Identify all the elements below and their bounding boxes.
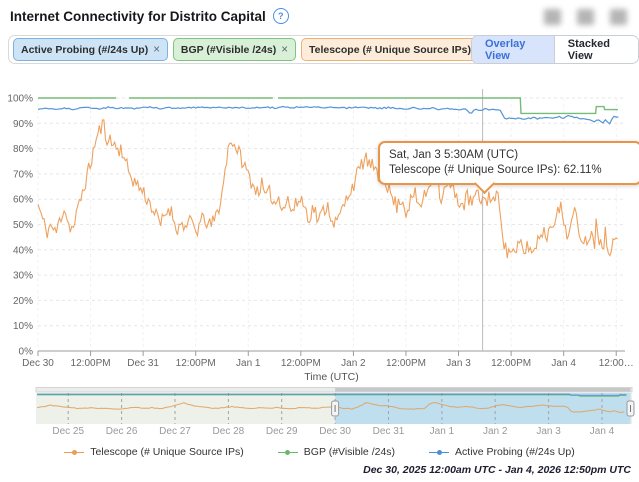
svg-text:0%: 0% <box>19 347 34 358</box>
tooltip-value: Telescope (# Unique Source IPs): 62.11% <box>389 164 602 176</box>
signal-select-box[interactable]: Active Probing (#/24s Up) × BGP (#Visibl… <box>8 35 508 64</box>
legend-item-bgp[interactable]: BGP (#Visible /24s) <box>277 446 396 458</box>
help-icon[interactable]: ? <box>272 8 289 24</box>
svg-text:Dec 25: Dec 25 <box>52 426 84 437</box>
svg-text:Dec 31: Dec 31 <box>373 426 405 437</box>
window-controls-redacted <box>544 9 627 25</box>
chip-remove-icon[interactable]: × <box>281 43 288 56</box>
svg-text:Dec 28: Dec 28 <box>213 426 245 437</box>
svg-text:90%: 90% <box>13 119 33 130</box>
header: Internet Connectivity for Distrito Capit… <box>10 8 289 24</box>
svg-text:12:00PM: 12:00PM <box>281 358 321 369</box>
chip-bgp[interactable]: BGP (#Visible /24s) × <box>172 38 296 61</box>
svg-text:12:00PM: 12:00PM <box>491 358 531 369</box>
chip-remove-icon[interactable]: × <box>153 43 160 56</box>
svg-text:12:00PM: 12:00PM <box>386 358 426 369</box>
svg-text:Jan 4: Jan 4 <box>551 358 576 369</box>
range-navigator[interactable]: Dec 25 Dec 26 Dec 27 Dec 28 Dec 29 Dec 30 Dec … <box>0 386 639 444</box>
chip-telescope[interactable]: Telescope (# Unique Source IPs) × <box>300 38 491 61</box>
svg-text:20%: 20% <box>13 296 33 307</box>
svg-text:40%: 40% <box>13 245 33 256</box>
svg-text:Dec 27: Dec 27 <box>159 426 191 437</box>
legend-item-telescope[interactable]: Telescope (# Unique Source IPs) <box>64 446 244 458</box>
svg-text:Jan 4: Jan 4 <box>590 426 615 437</box>
legend-marker-icon <box>277 449 298 456</box>
svg-text:10%: 10% <box>13 321 33 332</box>
main-chart[interactable]: 0% 10% 20% 30% 40% 50% 60% 70% 80% 90% 100% Dec 30 1… <box>0 70 639 392</box>
legend-marker-icon <box>64 449 85 456</box>
navigator-svg[interactable]: Dec 25 Dec 26 Dec 27 Dec 28 Dec 29 Dec 30 Dec … <box>0 386 639 444</box>
svg-text:Dec 26: Dec 26 <box>106 426 138 437</box>
svg-text:Dec 30: Dec 30 <box>319 426 351 437</box>
svg-text:30%: 30% <box>13 271 33 282</box>
chip-label: Active Probing (#/24s Up) <box>21 43 149 56</box>
svg-text:Jan 1: Jan 1 <box>430 426 455 437</box>
legend-item-active-probing[interactable]: Active Probing (#/24s Up) <box>429 446 575 458</box>
legend-label: Telescope (# Unique Source IPs) <box>90 446 244 458</box>
chip-label: BGP (#Visible /24s) <box>180 43 277 56</box>
svg-text:70%: 70% <box>13 169 33 180</box>
svg-text:Jan 2: Jan 2 <box>341 358 366 369</box>
svg-text:Jan 1: Jan 1 <box>236 358 261 369</box>
time-range-label: Dec 30, 2025 12:00am UTC - Jan 4, 2026 1… <box>363 464 631 476</box>
svg-text:80%: 80% <box>13 144 33 155</box>
svg-text:12:00…: 12:00… <box>599 358 634 369</box>
redacted-icon <box>610 9 627 25</box>
redacted-icon <box>544 9 561 25</box>
chip-label: Telescope (# Unique Source IPs) <box>308 43 471 56</box>
svg-text:12:00PM: 12:00PM <box>176 358 216 369</box>
legend-marker-icon <box>429 449 450 456</box>
svg-text:50%: 50% <box>13 220 33 231</box>
svg-text:60%: 60% <box>13 195 33 206</box>
svg-text:Jan 3: Jan 3 <box>446 358 471 369</box>
legend: Telescope (# Unique Source IPs) BGP (#Vi… <box>0 446 639 458</box>
page-title: Internet Connectivity for Distrito Capit… <box>10 8 266 24</box>
view-toggle: Overlay View Stacked View <box>471 35 639 64</box>
legend-label: BGP (#Visible /24s) <box>303 446 396 458</box>
stacked-view-button[interactable]: Stacked View <box>553 36 638 63</box>
svg-text:12:00PM: 12:00PM <box>71 358 111 369</box>
main-chart-svg[interactable]: 0% 10% 20% 30% 40% 50% 60% 70% 80% 90% 100% Dec 30 1… <box>0 70 639 392</box>
tooltip-time: Sat, Jan 3 5:30AM (UTC) <box>389 149 519 161</box>
overlay-view-button[interactable]: Overlay View <box>472 36 554 63</box>
legend-label: Active Probing (#/24s Up) <box>455 446 575 458</box>
svg-text:Dec 30: Dec 30 <box>22 358 54 369</box>
svg-text:Dec 31: Dec 31 <box>127 358 159 369</box>
svg-text:Jan 2: Jan 2 <box>483 426 508 437</box>
svg-text:Jan 3: Jan 3 <box>536 426 561 437</box>
svg-text:Dec 29: Dec 29 <box>266 426 298 437</box>
svg-text:Time (UTC): Time (UTC) <box>304 371 358 383</box>
chart-tooltip: Sat, Jan 3 5:30AM (UTC) Telescope (# Uni… <box>378 141 639 195</box>
redacted-icon <box>577 9 594 25</box>
svg-text:100%: 100% <box>7 94 33 105</box>
chip-active-probing[interactable]: Active Probing (#/24s Up) × <box>13 38 168 61</box>
